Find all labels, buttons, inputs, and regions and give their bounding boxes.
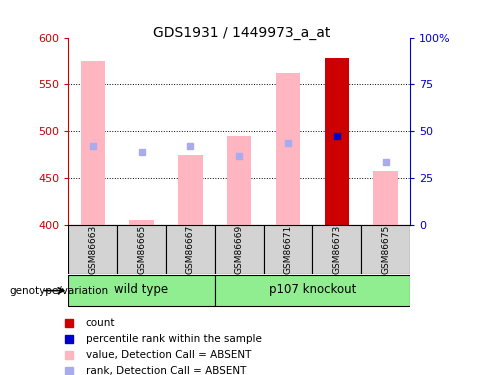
Text: GSM86675: GSM86675 [381,225,390,274]
Bar [325,58,349,225]
Bar [68,225,117,274]
Bar [166,225,215,274]
Bar [129,220,154,225]
Text: percentile rank within the sample: percentile rank within the sample [86,334,262,344]
Bar [178,154,203,225]
Bar [276,73,300,225]
Text: wild type: wild type [115,284,168,297]
Text: GDS1931 / 1449973_a_at: GDS1931 / 1449973_a_at [153,26,330,40]
Text: p107 knockout: p107 knockout [268,284,356,297]
Bar [312,225,361,274]
Bar [373,171,398,225]
Text: rank, Detection Call = ABSENT: rank, Detection Call = ABSENT [86,366,246,375]
Bar [361,225,410,274]
Text: GSM86671: GSM86671 [284,225,292,274]
Bar [264,225,312,274]
Text: GSM86663: GSM86663 [88,225,97,274]
Bar [117,225,166,274]
Bar [215,225,264,274]
Text: genotype/variation: genotype/variation [10,286,109,296]
Text: value, Detection Call = ABSENT: value, Detection Call = ABSENT [86,350,251,360]
Text: count: count [86,318,115,328]
Bar [227,136,251,225]
Text: GSM86673: GSM86673 [332,225,341,274]
Bar [68,275,215,306]
Text: GSM86669: GSM86669 [235,225,244,274]
Bar [215,275,410,306]
Text: GSM86667: GSM86667 [186,225,195,274]
Text: GSM86665: GSM86665 [137,225,146,274]
Bar [81,61,105,225]
